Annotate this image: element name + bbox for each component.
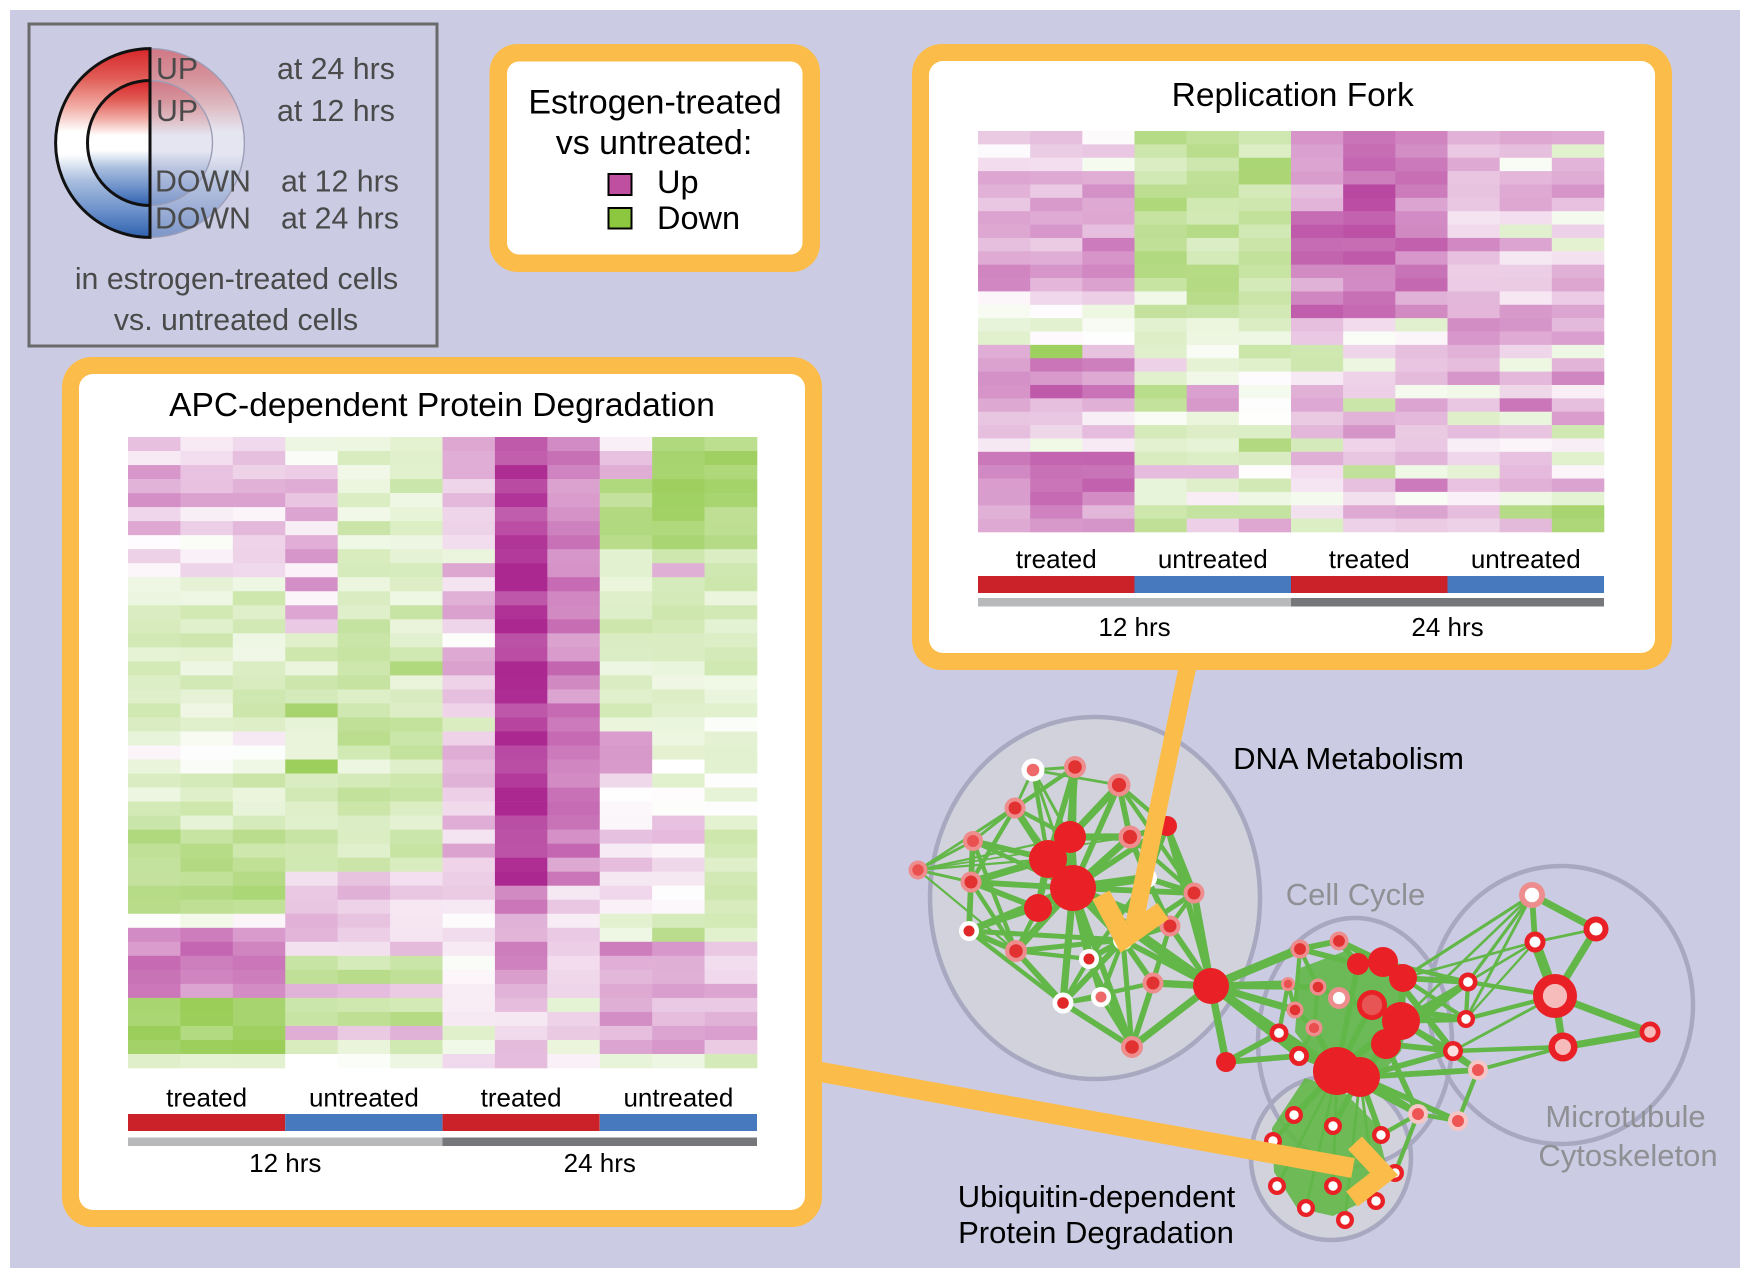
svg-text:12 hrs: 12 hrs	[1098, 612, 1170, 642]
svg-text:12 hrs: 12 hrs	[249, 1148, 321, 1178]
svg-text:at 24 hrs: at 24 hrs	[281, 203, 399, 236]
svg-text:in estrogen-treated cells: in estrogen-treated cells	[75, 263, 398, 296]
svg-text:APC-dependent Protein Degradat: APC-dependent Protein Degradation	[169, 387, 715, 424]
svg-text:UP: UP	[156, 53, 198, 86]
svg-text:treated: treated	[1016, 544, 1097, 574]
svg-text:24 hrs: 24 hrs	[564, 1148, 636, 1178]
svg-text:Estrogen-treated: Estrogen-treated	[528, 84, 781, 122]
svg-text:Ubiquitin-dependent: Ubiquitin-dependent	[958, 1179, 1236, 1214]
svg-text:DOWN: DOWN	[155, 203, 251, 236]
svg-text:treated: treated	[481, 1083, 562, 1113]
svg-text:Cell Cycle: Cell Cycle	[1286, 877, 1426, 912]
svg-text:Microtubule: Microtubule	[1545, 1099, 1705, 1134]
svg-text:Replication Fork: Replication Fork	[1172, 77, 1414, 114]
svg-text:UP: UP	[156, 95, 198, 128]
svg-text:Protein Degradation: Protein Degradation	[958, 1215, 1234, 1250]
svg-text:at 12 hrs: at 12 hrs	[277, 95, 395, 128]
svg-text:at 12 hrs: at 12 hrs	[281, 166, 399, 199]
svg-text:DOWN: DOWN	[155, 166, 251, 199]
svg-text:24 hrs: 24 hrs	[1411, 612, 1483, 642]
svg-text:vs. untreated cells: vs. untreated cells	[114, 304, 358, 337]
svg-text:treated: treated	[1329, 544, 1410, 574]
svg-text:treated: treated	[166, 1083, 247, 1113]
svg-text:Cytoskeleton: Cytoskeleton	[1538, 1138, 1717, 1173]
svg-text:vs untreated:: vs untreated:	[556, 124, 753, 162]
svg-text:untreated: untreated	[309, 1083, 419, 1113]
svg-text:DNA Metabolism: DNA Metabolism	[1233, 741, 1464, 776]
svg-text:untreated: untreated	[623, 1083, 733, 1113]
svg-text:Up: Up	[657, 164, 699, 200]
svg-text:untreated: untreated	[1158, 544, 1268, 574]
svg-text:at 24 hrs: at 24 hrs	[277, 53, 395, 86]
svg-text:Down: Down	[657, 200, 740, 236]
svg-text:untreated: untreated	[1471, 544, 1581, 574]
